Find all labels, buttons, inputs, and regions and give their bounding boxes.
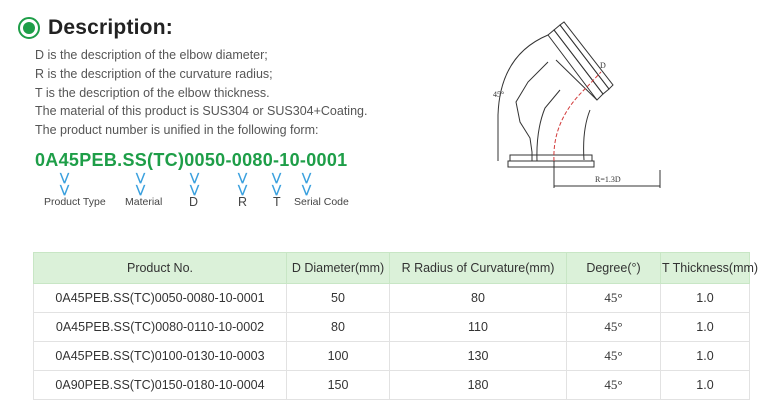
section-heading: Description:	[18, 13, 173, 43]
description-line: The material of this product is SUS304 o…	[35, 104, 368, 119]
table-cell: 50	[286, 283, 390, 313]
table-row: 0A45PEB.SS(TC)0100-0130-10-0003 100 130 …	[33, 341, 750, 371]
column-header: T Thickness(mm)	[660, 252, 758, 284]
code-part-label: Product Type	[44, 196, 106, 208]
table-cell: 45°	[566, 341, 661, 371]
table-cell: 0A45PEB.SS(TC)0050-0080-10-0001	[33, 283, 287, 313]
table-cell: 1.0	[660, 370, 750, 400]
section-title: Description:	[48, 16, 173, 39]
chevron-down-icon: ⋁ ⋁	[238, 172, 248, 196]
table-row: 0A90PEB.SS(TC)0150-0180-10-0004 150 180 …	[33, 370, 750, 400]
code-part-label: R	[238, 195, 248, 209]
table-cell: 45°	[566, 283, 661, 313]
table-cell: 80	[286, 312, 390, 342]
column-header: Degree(°)	[566, 252, 661, 284]
elbow-drawing: 45° D R=1.3D	[493, 21, 661, 188]
radius-label: R=1.3D	[595, 175, 621, 184]
chevron-down-icon: ⋁ ⋁	[272, 172, 282, 196]
product-code: 0A45PEB.SS(TC)0050-0080-10-0001	[35, 150, 348, 170]
table-cell: 1.0	[660, 312, 750, 342]
column-header: D Diameter(mm)	[286, 252, 390, 284]
code-part-label: Material	[125, 196, 163, 208]
table-cell: 150	[286, 370, 390, 400]
description-line: The product number is unified in the fol…	[35, 123, 319, 138]
code-part-label: T	[273, 195, 281, 209]
table-cell: 0A90PEB.SS(TC)0150-0180-10-0004	[33, 370, 287, 400]
radio-dot-icon	[18, 17, 40, 39]
description-line: R is the description of the curvature ra…	[35, 66, 273, 81]
table-cell: 100	[286, 341, 390, 371]
description-text: D is the description of the elbow diamet…	[35, 46, 368, 140]
chevron-down-icon: ⋁ ⋁	[190, 172, 200, 196]
column-header: R Radius of Curvature(mm)	[389, 252, 567, 284]
table-cell: 0A45PEB.SS(TC)0100-0130-10-0003	[33, 341, 287, 371]
table-cell: 110	[389, 312, 567, 342]
table-cell: 45°	[566, 312, 661, 342]
code-part-label: D	[189, 195, 199, 209]
description-line: T is the description of the elbow thickn…	[35, 85, 270, 100]
description-line: D is the description of the elbow diamet…	[35, 48, 268, 62]
table-row: 0A45PEB.SS(TC)0080-0110-10-0002 80 110 4…	[33, 312, 750, 342]
table-cell: 180	[389, 370, 567, 400]
spec-table: Product No. D Diameter(mm) R Radius of C…	[33, 252, 758, 400]
table-cell: 45°	[566, 370, 661, 400]
angle-label: 45°	[493, 90, 504, 99]
d-label: D	[600, 61, 606, 70]
centerline	[553, 71, 602, 162]
table-cell: 1.0	[660, 283, 750, 313]
table-row: 0A45PEB.SS(TC)0050-0080-10-0001 50 80 45…	[33, 283, 750, 313]
chevron-down-icon: ⋁ ⋁	[60, 172, 70, 196]
table-cell: 0A45PEB.SS(TC)0080-0110-10-0002	[33, 312, 287, 342]
code-part-label: Serial Code	[294, 196, 349, 208]
chevron-down-icon: ⋁ ⋁	[136, 172, 146, 196]
chevron-down-icon: ⋁ ⋁	[302, 172, 312, 196]
table-header-row: Product No. D Diameter(mm) R Radius of C…	[33, 252, 758, 284]
table-cell: 130	[389, 341, 567, 371]
table-cell: 80	[389, 283, 567, 313]
table-cell: 1.0	[660, 341, 750, 371]
column-header: Product No.	[33, 252, 287, 284]
